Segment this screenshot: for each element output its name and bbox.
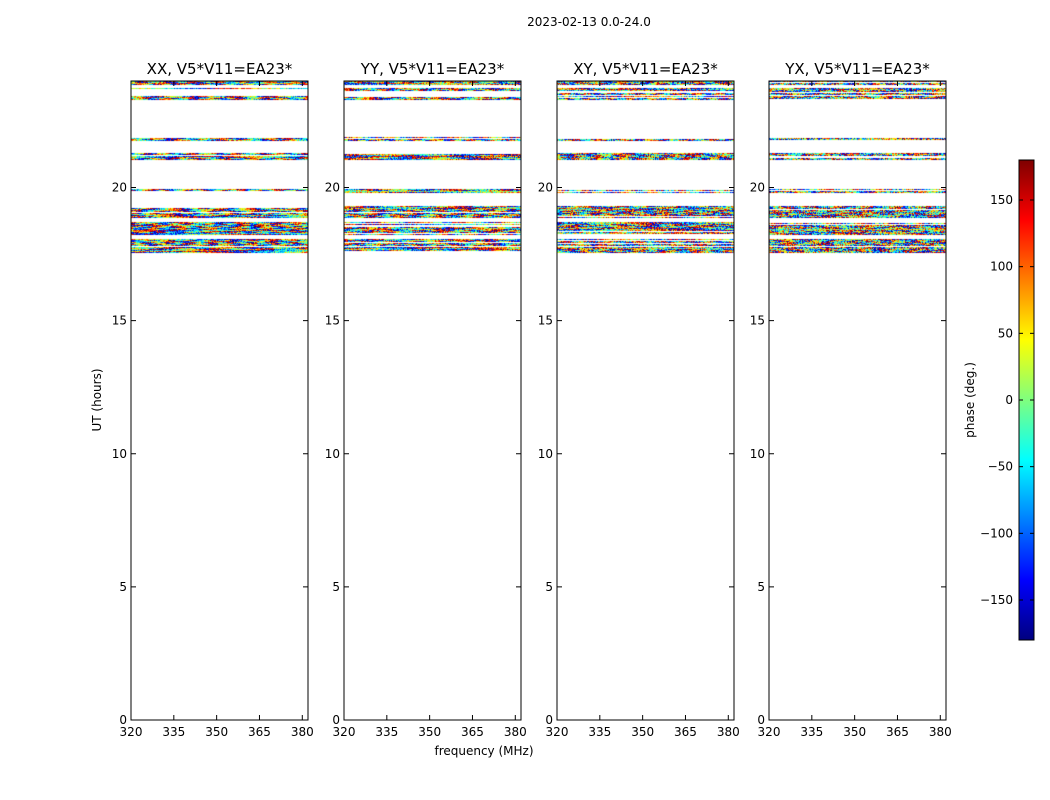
axes-frame bbox=[343, 80, 522, 721]
x-tick-label: 335 bbox=[162, 725, 185, 739]
x-tick-label: 365 bbox=[886, 725, 909, 739]
y-tick-label: 20 bbox=[750, 181, 765, 195]
colorbar: −150 −100 −50 0 50 100 150 phase (deg.) bbox=[963, 159, 1035, 641]
colorbar-tick-label: 150 bbox=[990, 193, 1013, 207]
panel-title: XX, V5*V11=EA23* bbox=[147, 60, 293, 78]
x-tick-label: 320 bbox=[120, 725, 143, 739]
x-tick-label: 320 bbox=[546, 725, 569, 739]
axes-frame bbox=[130, 80, 309, 721]
y-tick-label: 5 bbox=[119, 580, 127, 594]
axes-frame bbox=[556, 80, 735, 721]
y-tick-label: 15 bbox=[750, 314, 765, 328]
y-tick-label: 20 bbox=[112, 181, 127, 195]
phase-raster bbox=[344, 81, 521, 720]
colorbar-tick-label: −50 bbox=[988, 460, 1013, 474]
y-tick-label: 20 bbox=[325, 181, 340, 195]
y-tick-label: 15 bbox=[538, 314, 553, 328]
panel-2: YY, V5*V11=EA23* 320 335 350 365 380 0 5 10 15 20 bbox=[325, 60, 527, 739]
x-tick-label: 320 bbox=[333, 725, 356, 739]
colorbar-tick-label: 100 bbox=[990, 260, 1013, 274]
panel-4: YX, V5*V11=EA23* 320 335 350 365 380 0 5 10 15 20 bbox=[750, 60, 952, 739]
figure-suptitle: 2023-02-13 0.0-24.0 bbox=[527, 15, 651, 29]
y-tick-label: 15 bbox=[325, 314, 340, 328]
x-tick-label: 320 bbox=[758, 725, 781, 739]
panel-title: YY, V5*V11=EA23* bbox=[360, 60, 505, 78]
x-tick-label: 380 bbox=[717, 725, 740, 739]
panel-title: XY, V5*V11=EA23* bbox=[573, 60, 718, 78]
x-tick-label: 365 bbox=[674, 725, 697, 739]
x-tick-label: 380 bbox=[929, 725, 952, 739]
y-tick-label: 10 bbox=[325, 447, 340, 461]
y-tick-label: 0 bbox=[332, 713, 340, 727]
x-axis-label: frequency (MHz) bbox=[434, 744, 533, 758]
colorbar-tick-label: −100 bbox=[980, 526, 1013, 540]
colorbar-gradient bbox=[1019, 160, 1034, 640]
y-tick-label: 0 bbox=[545, 713, 553, 727]
panels-group: XX, V5*V11=EA23*320 335 350 365 38005101520Y… bbox=[112, 60, 952, 739]
y-tick-label: 20 bbox=[538, 181, 553, 195]
y-tick-label: 0 bbox=[757, 713, 765, 727]
y-tick-label: 5 bbox=[545, 580, 553, 594]
phase-raster bbox=[557, 81, 734, 720]
y-tick-label: 10 bbox=[112, 447, 127, 461]
x-tick-label: 350 bbox=[418, 725, 441, 739]
panel-3: XY, V5*V11=EA23* 320 335 350 365 380 0 5 10 15 20 bbox=[538, 60, 740, 739]
x-tick-label: 335 bbox=[588, 725, 611, 739]
colorbar-tick-label: −150 bbox=[980, 593, 1013, 607]
y-tick-label: 10 bbox=[538, 447, 553, 461]
x-tick-label: 380 bbox=[291, 725, 314, 739]
colorbar-tick-label: 50 bbox=[998, 326, 1013, 340]
x-tick-label: 350 bbox=[205, 725, 228, 739]
phase-raster bbox=[769, 81, 946, 720]
x-tick-label: 350 bbox=[843, 725, 866, 739]
x-tick-label: 335 bbox=[375, 725, 398, 739]
y-axis-label: UT (hours) bbox=[90, 368, 104, 431]
y-tick-label: 0 bbox=[119, 713, 127, 727]
axes-frame bbox=[768, 80, 947, 721]
phase-raster bbox=[131, 81, 308, 720]
panel-title: YX, V5*V11=EA23* bbox=[784, 60, 930, 78]
panel-1: XX, V5*V11=EA23* 320 335 350 365 380 0 5 10 15 20 bbox=[112, 60, 314, 739]
y-tick-label: 5 bbox=[332, 580, 340, 594]
x-tick-label: 350 bbox=[631, 725, 654, 739]
y-tick-label: 5 bbox=[757, 580, 765, 594]
y-tick-label: 15 bbox=[112, 314, 127, 328]
x-tick-label: 335 bbox=[800, 725, 823, 739]
y-tick-label: 10 bbox=[750, 447, 765, 461]
x-tick-label: 380 bbox=[504, 725, 527, 739]
x-tick-label: 365 bbox=[248, 725, 271, 739]
colorbar-tick-label: 0 bbox=[1005, 393, 1013, 407]
colorbar-label: phase (deg.) bbox=[963, 362, 977, 438]
x-tick-label: 365 bbox=[461, 725, 484, 739]
